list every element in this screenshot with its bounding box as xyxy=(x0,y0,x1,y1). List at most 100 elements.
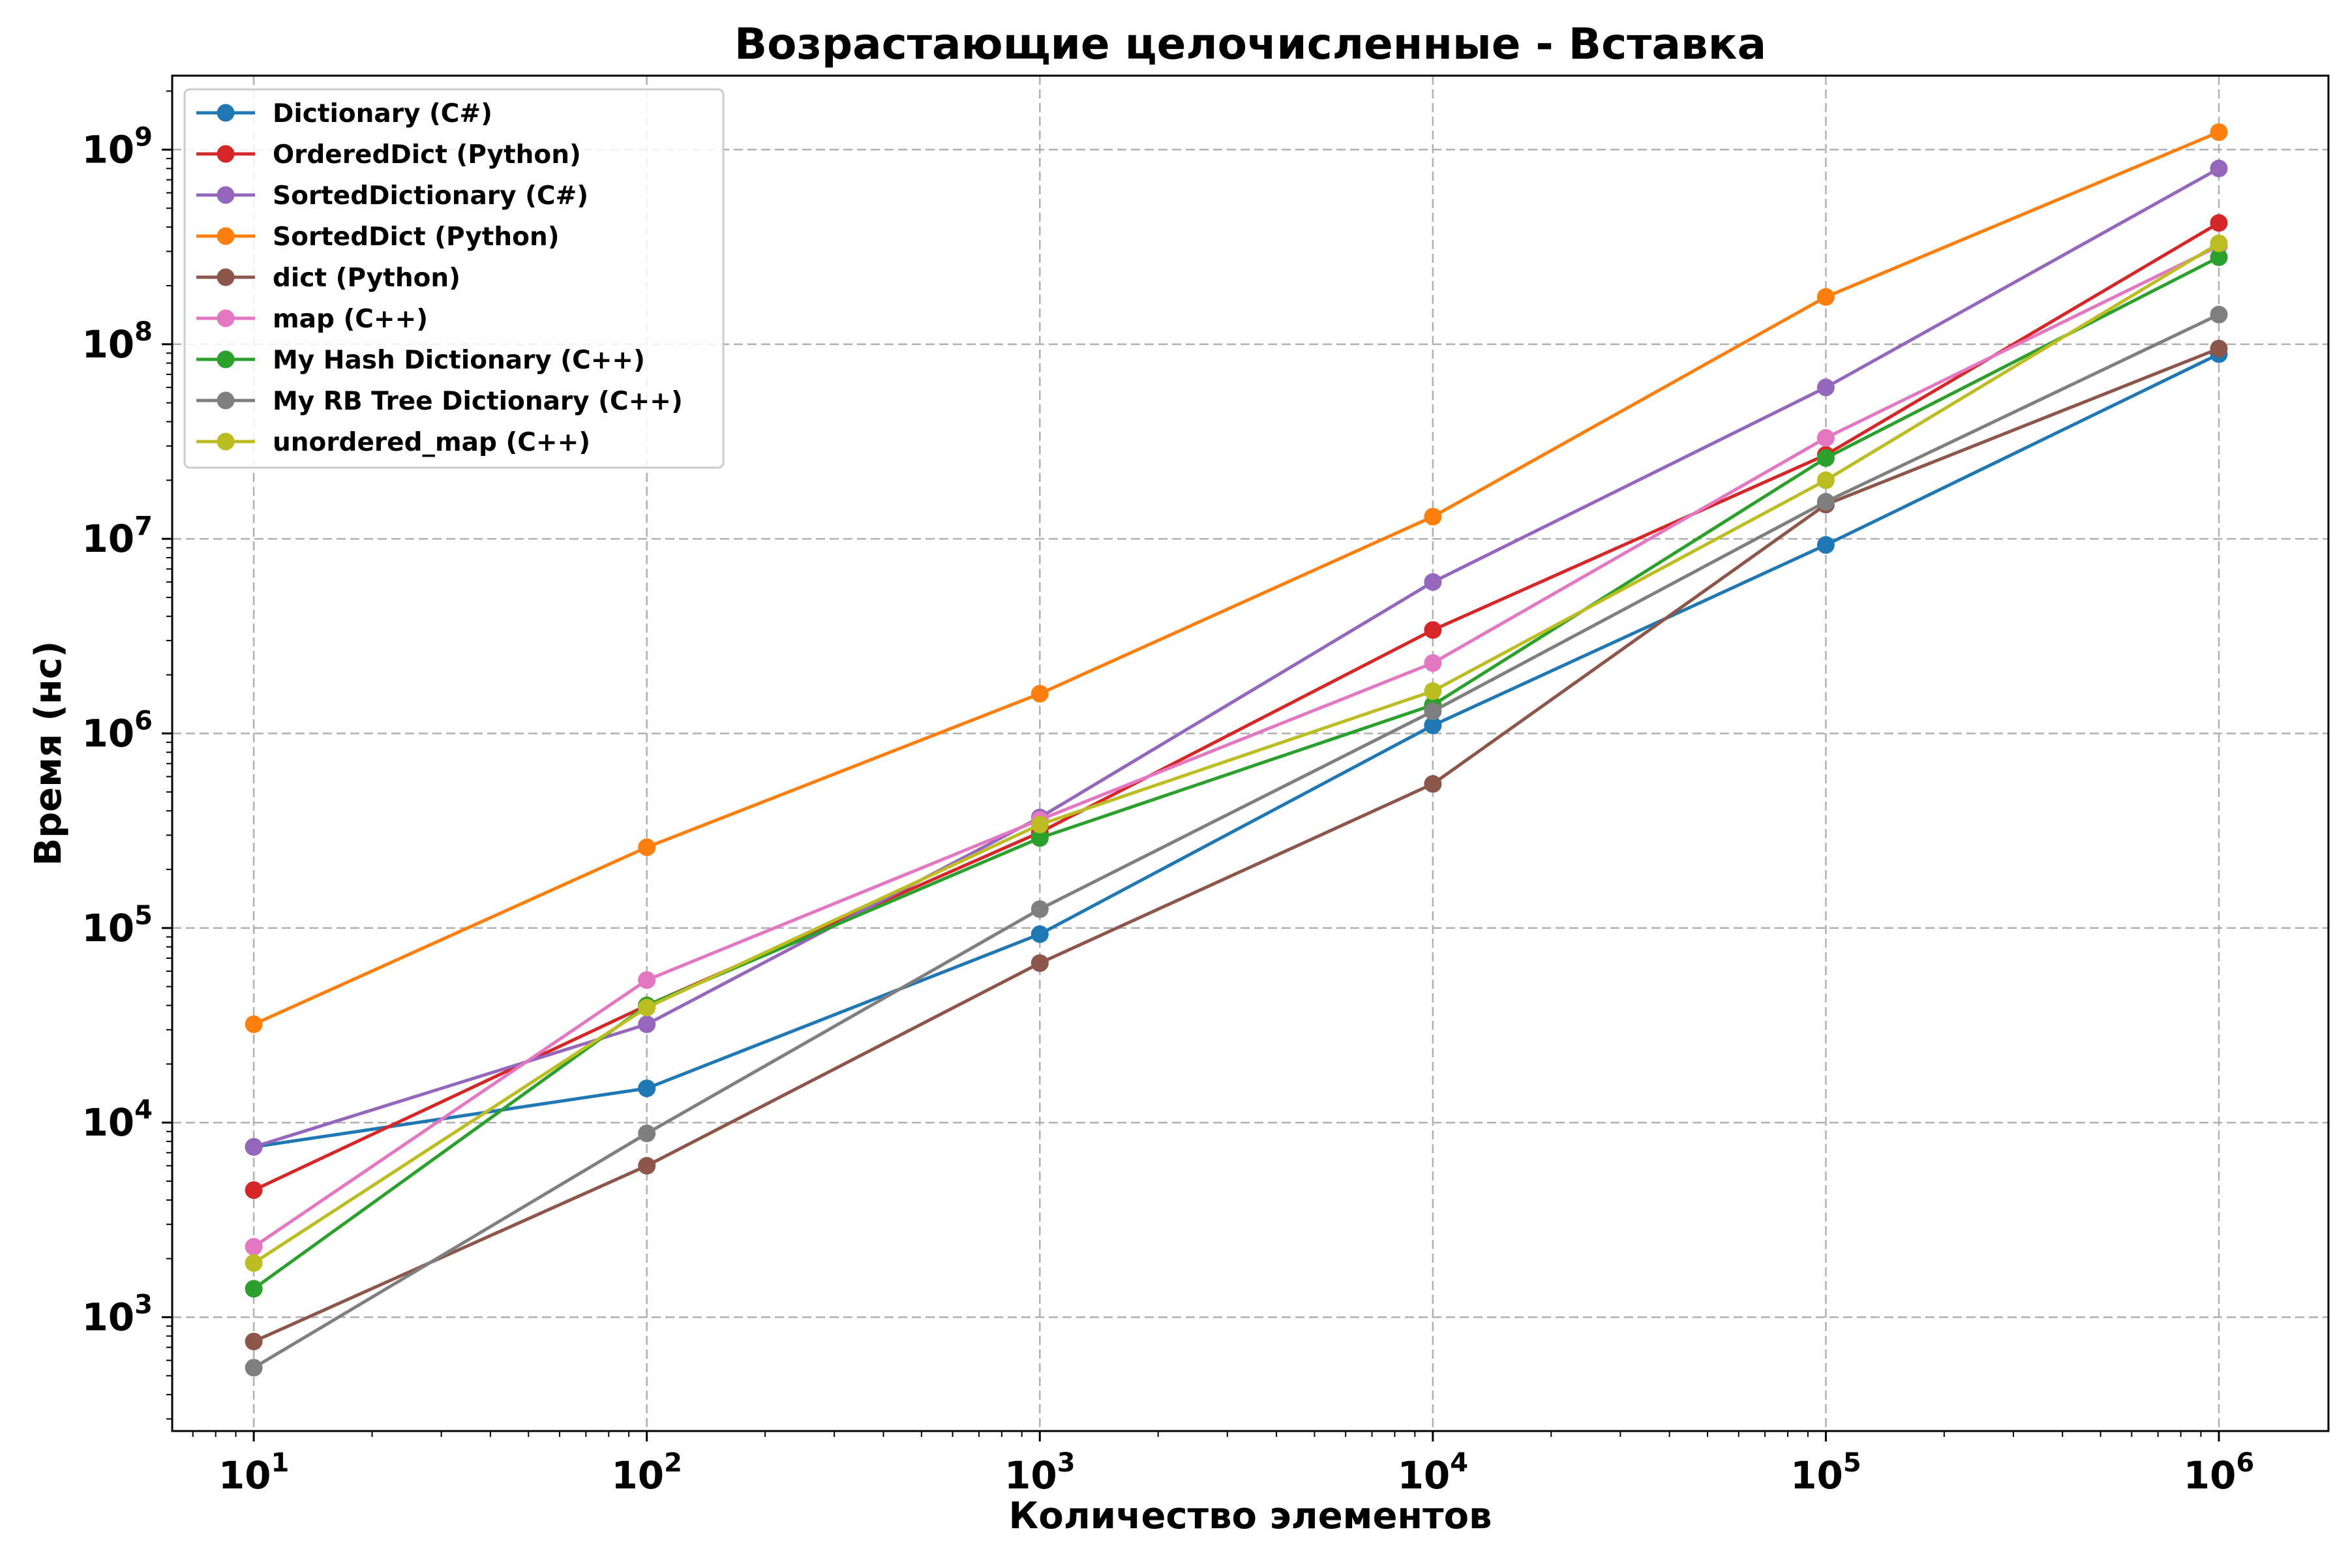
legend-swatch-marker xyxy=(217,104,235,122)
data-point xyxy=(638,999,656,1017)
data-point xyxy=(1816,536,1835,554)
data-point xyxy=(2210,305,2228,324)
y-tick-label-exponent: 8 xyxy=(134,317,153,347)
legend: Dictionary (C#) OrderedDict (Python) Sorte… xyxy=(183,88,725,469)
y-tick-label-base: 10 xyxy=(82,1295,134,1339)
y-tick-label-base: 10 xyxy=(82,127,134,172)
x-tick-label-base: 10 xyxy=(611,1453,664,1498)
data-point xyxy=(638,838,656,856)
y-axis-label: Время (нс) xyxy=(27,641,70,866)
data-point xyxy=(1424,573,1442,591)
x-tick-label: 104 xyxy=(1398,1448,1469,1498)
x-tick-label-base: 10 xyxy=(218,1453,271,1498)
data-point xyxy=(1031,900,1049,918)
data-point xyxy=(245,1359,263,1377)
legend-swatch-marker xyxy=(217,145,235,163)
data-point xyxy=(1031,954,1049,972)
y-tick-label-base: 10 xyxy=(82,517,134,561)
data-point xyxy=(638,1156,656,1175)
legend-label: dict (Python) xyxy=(273,264,460,293)
x-tick-label: 105 xyxy=(1790,1448,1861,1498)
y-tick-label: 107 xyxy=(82,511,153,561)
data-point xyxy=(1031,925,1049,943)
data-point xyxy=(1031,829,1049,847)
y-tick-label-base: 10 xyxy=(82,711,134,755)
data-point xyxy=(2210,248,2228,266)
data-point xyxy=(1031,815,1049,834)
y-tick-label: 104 xyxy=(82,1095,153,1145)
legend-swatch-marker xyxy=(217,432,235,451)
data-point xyxy=(1816,378,1835,397)
series-line xyxy=(252,130,2221,1026)
series-group xyxy=(245,123,2228,1033)
y-tick-label: 108 xyxy=(82,317,153,367)
y-tick-label-base: 10 xyxy=(82,906,134,950)
data-point xyxy=(2210,339,2228,357)
series-group xyxy=(245,305,2228,1377)
legend-swatch-marker xyxy=(217,309,235,327)
y-tick-label-exponent: 7 xyxy=(134,511,153,541)
y-tick-label: 109 xyxy=(82,122,153,172)
x-tick-label-base: 10 xyxy=(2184,1453,2236,1498)
data-point xyxy=(245,1333,263,1351)
legend-label: My RB Tree Dictionary (C++) xyxy=(273,387,683,416)
x-axis-label: Количество элементов xyxy=(1009,1495,1492,1537)
data-point xyxy=(1424,716,1442,734)
x-tick-label-exponent: 2 xyxy=(664,1448,682,1478)
x-tick-label-exponent: 6 xyxy=(2236,1448,2254,1478)
data-point xyxy=(245,1138,263,1156)
data-point xyxy=(2210,214,2228,232)
legend-label: OrderedDict (Python) xyxy=(273,140,581,170)
data-point xyxy=(1424,775,1442,793)
legend-swatch-marker xyxy=(217,268,235,286)
data-point xyxy=(1424,621,1442,639)
x-tick-label-base: 10 xyxy=(1004,1453,1057,1498)
series-line xyxy=(252,255,2221,1291)
x-tick-label: 103 xyxy=(1004,1448,1076,1498)
y-tick-label-base: 10 xyxy=(82,1100,134,1145)
legend-label: map (C++) xyxy=(273,305,428,334)
chart-title: Возрастающие целочисленные - Вставка xyxy=(734,19,1766,69)
legend-frame xyxy=(183,88,725,469)
series-group xyxy=(245,339,2228,1351)
series-line xyxy=(252,346,2221,1344)
x-tick-label: 101 xyxy=(218,1448,290,1498)
series-layer xyxy=(245,123,2228,1377)
data-point xyxy=(1031,685,1049,703)
data-point xyxy=(1424,702,1442,720)
data-point xyxy=(1424,682,1442,701)
x-tick-label-exponent: 4 xyxy=(1450,1448,1468,1478)
legend-swatch-marker xyxy=(217,350,235,369)
data-point xyxy=(245,1254,263,1272)
data-point xyxy=(245,1181,263,1199)
data-point xyxy=(245,1238,263,1256)
data-point xyxy=(1816,288,1835,306)
data-point xyxy=(638,1124,656,1143)
y-tick-label-base: 10 xyxy=(82,322,134,367)
data-point xyxy=(2210,159,2228,177)
data-point xyxy=(245,1280,263,1298)
plot-area-frame xyxy=(171,74,2330,1432)
series-group xyxy=(245,234,2228,1272)
data-point xyxy=(2210,234,2228,252)
y-tick-label: 106 xyxy=(82,706,153,755)
y-tick-label: 105 xyxy=(82,901,153,950)
data-point xyxy=(1424,507,1442,526)
y-tick-label-exponent: 6 xyxy=(134,706,153,736)
series-line xyxy=(252,352,2221,1149)
x-tick-label: 102 xyxy=(611,1448,682,1498)
y-tick-label-exponent: 9 xyxy=(134,122,153,152)
y-tick-label-exponent: 3 xyxy=(134,1289,153,1319)
legend-label: My Hash Dictionary (C++) xyxy=(273,346,645,375)
data-point xyxy=(638,1079,656,1098)
legend-label: SortedDictionary (C#) xyxy=(273,181,588,211)
data-point xyxy=(638,1015,656,1033)
legend-label: Dictionary (C#) xyxy=(273,99,492,128)
legend-label: SortedDict (Python) xyxy=(273,222,560,252)
data-point xyxy=(1424,654,1442,672)
data-point xyxy=(1816,492,1835,511)
legend-swatch-marker xyxy=(217,391,235,410)
legend-label: unordered_map (C++) xyxy=(273,428,590,457)
series-line xyxy=(252,312,2221,1370)
